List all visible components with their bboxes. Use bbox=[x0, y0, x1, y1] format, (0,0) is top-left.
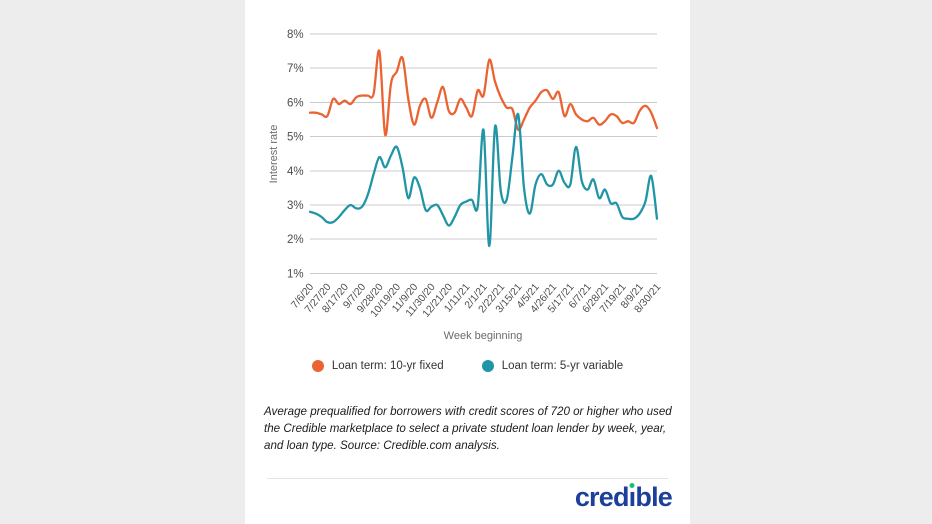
y-tick-label: 3% bbox=[287, 200, 304, 212]
y-tick-label: 1% bbox=[287, 268, 304, 280]
y-tick-label: 7% bbox=[287, 63, 304, 75]
logo-text-prefix: cred bbox=[574, 482, 630, 512]
series-line-loan-term-10-yr-fixed bbox=[308, 49, 659, 137]
y-tick-label: 2% bbox=[287, 234, 304, 246]
logo-letter-i: ı bbox=[628, 482, 636, 512]
x-tick-labels: 7/6/207/27/208/17/209/7/209/28/2010/19/2… bbox=[289, 282, 663, 320]
y-tick-label: 5% bbox=[287, 132, 304, 144]
x-axis-title: Week beginning bbox=[444, 330, 523, 342]
y-axis-title: Interest rate bbox=[268, 125, 280, 184]
logo-text-suffix: ble bbox=[635, 482, 672, 512]
credible-logo: credı ble bbox=[574, 482, 673, 512]
legend-item-10yr-fixed: Loan term: 10-yr fixed bbox=[311, 360, 444, 372]
logo-i-dot-icon bbox=[629, 483, 635, 488]
legend-dot-orange-icon bbox=[311, 360, 324, 372]
gridlines: 8% 7% 6% 5% 4% 3% 2% 1% bbox=[287, 29, 657, 280]
chart-card: 8% 7% 6% 5% 4% 3% 2% 1% 7/6/20 7/27/20 8/17/20 9/7… bbox=[245, 0, 690, 524]
y-tick-label: 6% bbox=[287, 97, 304, 109]
legend-dot-teal-icon bbox=[481, 360, 494, 372]
legend-item-5yr-variable: Loan term: 5-yr variable bbox=[481, 360, 624, 372]
y-tick-label: 4% bbox=[287, 166, 304, 178]
legend-label: Loan term: 10-yr fixed bbox=[331, 360, 444, 372]
series-lines bbox=[308, 49, 659, 248]
legend-label: Loan term: 5-yr variable bbox=[501, 360, 624, 372]
chart-legend: Loan term: 10-yr fixed Loan term: 5-yr v… bbox=[245, 360, 690, 372]
y-tick-label: 8% bbox=[287, 29, 304, 41]
footer-divider bbox=[267, 478, 668, 479]
rate-line-chart: 8% 7% 6% 5% 4% 3% 2% 1% 7/6/207/27/208/17/209/7… bbox=[268, 29, 663, 342]
series-line-loan-term-5-yr-variable bbox=[308, 113, 659, 248]
chart-caption: Average prequalified for borrowers with … bbox=[264, 405, 672, 452]
